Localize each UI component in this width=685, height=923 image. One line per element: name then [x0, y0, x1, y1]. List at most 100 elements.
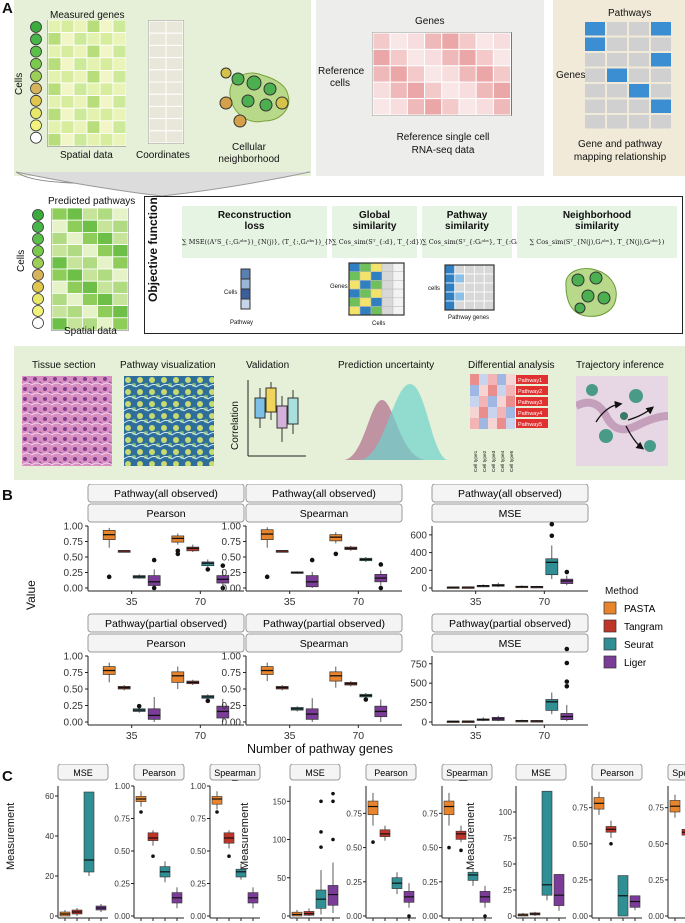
facet-strip-inner	[431, 503, 589, 523]
uncertainty-distribution-illustration	[344, 384, 448, 460]
cell-dot	[32, 317, 44, 329]
grid-cell	[492, 32, 512, 50]
grid-cell	[66, 280, 83, 294]
grid-cell	[607, 22, 627, 36]
y-tick-label: 0.50	[64, 553, 84, 564]
grid-cell	[51, 244, 68, 258]
y-tick-label: 0.50	[648, 840, 664, 849]
cell-dot	[30, 94, 42, 107]
grid-cell	[60, 133, 75, 147]
grid-cell	[585, 53, 605, 67]
grid-cell	[473, 300, 485, 311]
grid-cell	[454, 291, 466, 302]
bracket-connector	[15, 171, 311, 197]
x-tick-label: 35	[126, 596, 138, 608]
cell-dot	[30, 82, 42, 95]
mapping-label-2: mapping relationship	[573, 152, 667, 163]
heatmap-cell	[506, 407, 515, 418]
grid-cell	[372, 81, 391, 100]
app-diff-label: Differential analysis	[468, 360, 555, 371]
grid-cell	[47, 70, 62, 84]
outlier	[319, 830, 323, 834]
reference-sc-label-2: RNA-seq data	[411, 145, 475, 156]
grid-cell	[148, 118, 167, 132]
grid-cell	[607, 115, 627, 129]
grid-cell	[492, 48, 512, 67]
box-liger	[147, 708, 161, 720]
heatmap-cell	[488, 407, 497, 418]
grid-cell	[99, 120, 114, 134]
y-tick-label: 0	[282, 912, 287, 921]
grid-cell	[464, 291, 475, 302]
heatmap-cell	[479, 385, 488, 396]
small-facet: MSE 150 100 50 0	[273, 764, 341, 921]
grid-cell	[389, 98, 408, 116]
y-tick-label: 0.50	[114, 847, 130, 856]
grid-cell	[97, 208, 114, 221]
cellular-neighborhood-label-1: Cellular	[232, 142, 266, 153]
grid-cell	[47, 32, 62, 46]
grid-cell	[86, 107, 101, 122]
grid-cell	[454, 300, 466, 311]
mini-genes-label: Genes	[330, 284, 348, 290]
grid-cell	[82, 280, 99, 294]
grid-cell	[112, 20, 126, 34]
grid-cell	[82, 293, 99, 307]
term-global-box	[332, 206, 417, 258]
validation-boxplot-illustration	[247, 380, 306, 457]
grid-cell	[585, 84, 605, 98]
grid-cell	[475, 32, 494, 50]
grid-cell	[112, 133, 126, 147]
grid-cell	[148, 105, 167, 120]
box-tangram	[455, 830, 467, 840]
grid-cell	[651, 68, 671, 82]
pathway-row-label-bg	[516, 397, 548, 406]
grid-cell	[629, 53, 649, 67]
heatmap-cell	[497, 385, 506, 396]
y-tick-label: 50	[503, 860, 512, 869]
term-reconstruction-title-1: Reconstruction	[217, 210, 292, 221]
small-facet: Spearman 0.75 0.50 0.25 0.00	[422, 764, 493, 921]
outlier	[264, 574, 270, 580]
grid-cell	[348, 297, 361, 307]
facet-strip-metric: MSE	[499, 638, 522, 650]
grid-cell	[458, 98, 477, 116]
pathway-row-label: Pathway3	[518, 400, 542, 406]
facet-strip-title: Pathway(all observed)	[458, 488, 562, 500]
grid-cell	[381, 288, 394, 299]
y-tick-label: 1.00	[64, 522, 84, 533]
pathways-label: Pathways	[608, 8, 652, 19]
x-tick-label: 35	[470, 730, 482, 742]
y-tick-label: 200	[410, 566, 427, 577]
box-seurat	[541, 790, 553, 896]
legend-label-seurat: Seurat	[624, 640, 654, 651]
small-strip-label: MSE	[73, 768, 93, 778]
outlier	[227, 854, 231, 858]
box-tangram	[147, 832, 159, 841]
grid-cell	[66, 268, 83, 282]
x-tick-label: 70	[352, 730, 364, 742]
grid-cell	[359, 306, 372, 316]
grid-cell	[651, 99, 671, 113]
grid-cell	[66, 219, 83, 233]
grid-cell	[60, 107, 75, 122]
box-seurat	[545, 699, 559, 711]
panel-label-a: A	[2, 0, 13, 17]
heatmap-cell	[470, 407, 479, 418]
grid-cell	[73, 57, 88, 71]
y-tick-label: 0.25	[64, 568, 84, 579]
y-tick-label: 750	[410, 659, 427, 670]
outlier	[175, 551, 181, 557]
grid-cell	[165, 93, 184, 107]
grid-cell	[370, 280, 383, 290]
grid-cell	[370, 306, 383, 316]
y-tick-label: 0	[421, 584, 427, 595]
grid-cell	[60, 44, 75, 59]
y-tick-label: 0.25	[648, 876, 664, 885]
grid-cell	[60, 32, 75, 46]
grid-cell	[651, 22, 671, 36]
grid-cell	[492, 81, 512, 100]
panel-label-c: C	[2, 768, 13, 785]
facet-5: Pathway(partial observed) MSE 750 500 250 0 35…	[410, 613, 589, 742]
grid-cell	[483, 282, 495, 293]
